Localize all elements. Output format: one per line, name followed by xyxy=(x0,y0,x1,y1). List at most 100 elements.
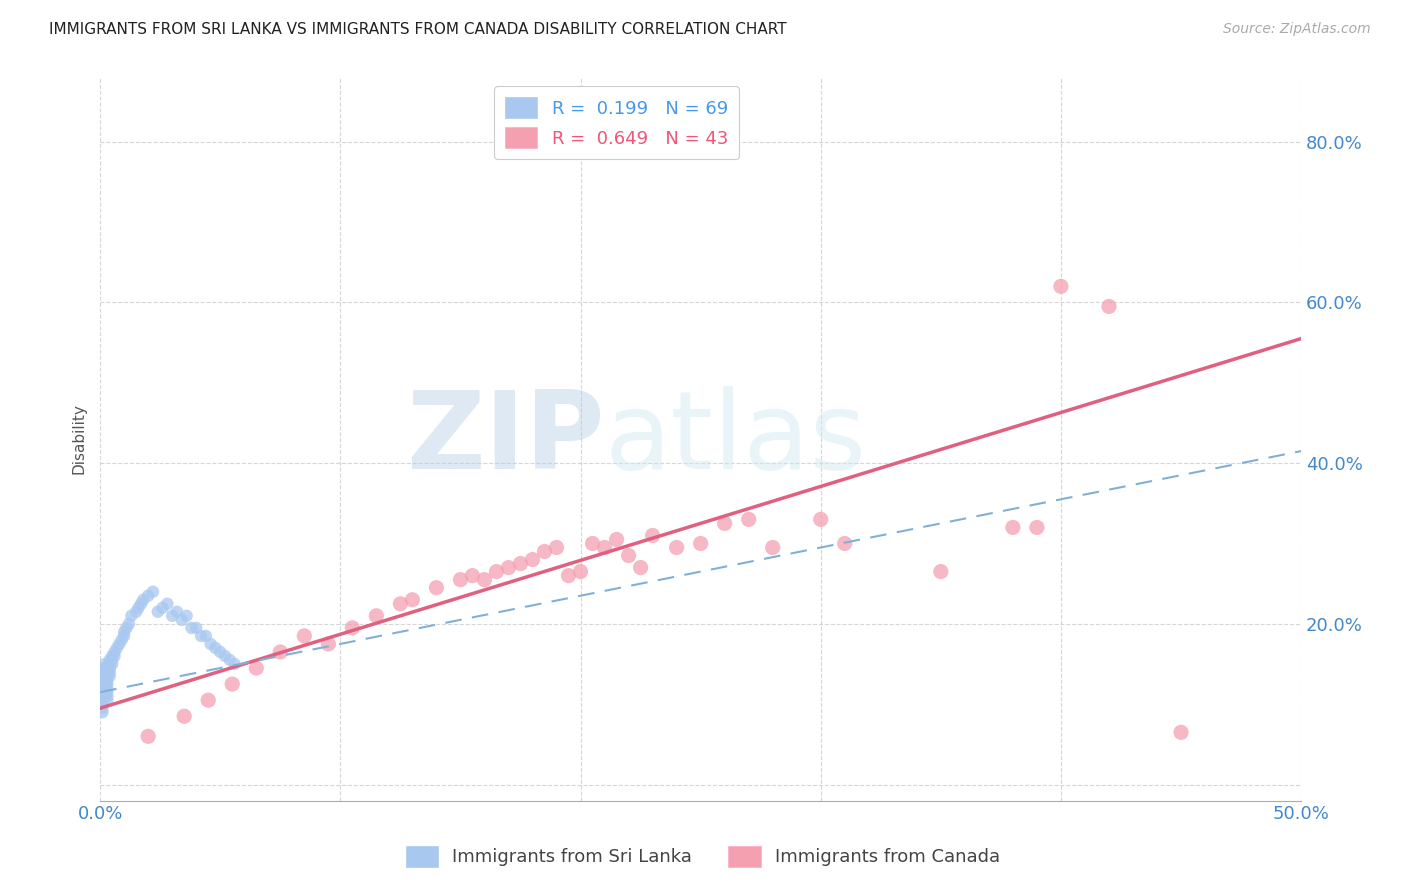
Point xyxy=(94,689,117,703)
Point xyxy=(118,616,141,631)
Point xyxy=(94,673,117,687)
Text: IMMIGRANTS FROM SRI LANKA VS IMMIGRANTS FROM CANADA DISABILITY CORRELATION CHART: IMMIGRANTS FROM SRI LANKA VS IMMIGRANTS … xyxy=(49,22,787,37)
Point xyxy=(1050,279,1073,293)
Point xyxy=(112,629,135,643)
Point xyxy=(132,592,155,607)
Point xyxy=(641,528,664,542)
Point xyxy=(606,533,628,547)
Point xyxy=(194,629,217,643)
Point xyxy=(209,645,232,659)
Point xyxy=(125,605,148,619)
Point xyxy=(401,592,423,607)
Point xyxy=(342,621,364,635)
Point xyxy=(197,693,219,707)
Point xyxy=(128,600,150,615)
Point xyxy=(91,701,114,715)
Point xyxy=(91,681,114,695)
Point xyxy=(1170,725,1192,739)
Point xyxy=(94,669,117,683)
Point xyxy=(425,581,447,595)
Point xyxy=(91,677,114,691)
Point xyxy=(91,673,114,687)
Point xyxy=(318,637,340,651)
Point xyxy=(224,657,246,671)
Point xyxy=(94,657,117,671)
Point xyxy=(713,516,735,531)
Point xyxy=(146,605,169,619)
Point xyxy=(762,541,785,555)
Point xyxy=(485,565,508,579)
Point xyxy=(98,669,121,683)
Point xyxy=(136,729,159,743)
Point xyxy=(389,597,412,611)
Point xyxy=(96,689,118,703)
Point xyxy=(366,608,388,623)
Point xyxy=(166,605,188,619)
Point xyxy=(98,661,121,675)
Point xyxy=(929,565,952,579)
Point xyxy=(810,512,832,526)
Point xyxy=(1098,300,1121,314)
Point xyxy=(689,536,711,550)
Point xyxy=(180,621,202,635)
Point xyxy=(546,541,568,555)
Point xyxy=(103,645,125,659)
Point xyxy=(91,689,114,703)
Point xyxy=(186,621,208,635)
Legend: Immigrants from Sri Lanka, Immigrants from Canada: Immigrants from Sri Lanka, Immigrants fr… xyxy=(398,838,1008,874)
Point xyxy=(91,669,114,683)
Point xyxy=(101,653,124,667)
Point xyxy=(129,597,152,611)
Point xyxy=(474,573,496,587)
Y-axis label: Disability: Disability xyxy=(72,403,86,475)
Point xyxy=(111,632,134,647)
Point xyxy=(142,584,165,599)
Point xyxy=(94,661,117,675)
Point xyxy=(91,693,114,707)
Point xyxy=(120,608,142,623)
Point xyxy=(292,629,315,643)
Point xyxy=(96,685,118,699)
Point xyxy=(533,544,555,558)
Point xyxy=(96,693,118,707)
Point xyxy=(112,624,135,639)
Point xyxy=(96,669,118,683)
Point xyxy=(91,685,114,699)
Point xyxy=(509,557,531,571)
Point xyxy=(105,640,128,655)
Point xyxy=(269,645,291,659)
Point xyxy=(96,681,118,695)
Text: atlas: atlas xyxy=(605,386,866,492)
Point xyxy=(665,541,688,555)
Point xyxy=(101,648,124,663)
Point xyxy=(593,541,616,555)
Point xyxy=(136,589,159,603)
Point xyxy=(103,648,125,663)
Point xyxy=(218,653,240,667)
Point xyxy=(156,597,179,611)
Point xyxy=(160,608,183,623)
Text: ZIP: ZIP xyxy=(406,386,605,492)
Point xyxy=(94,685,117,699)
Point xyxy=(94,677,117,691)
Point xyxy=(94,681,117,695)
Point xyxy=(581,536,603,550)
Point xyxy=(96,673,118,687)
Point xyxy=(115,621,138,635)
Point xyxy=(245,661,267,675)
Point xyxy=(173,709,195,723)
Point xyxy=(630,560,652,574)
Point xyxy=(522,552,544,566)
Text: Source: ZipAtlas.com: Source: ZipAtlas.com xyxy=(1223,22,1371,37)
Point xyxy=(98,657,121,671)
Point xyxy=(98,653,121,667)
Point xyxy=(170,613,193,627)
Point xyxy=(834,536,856,550)
Point xyxy=(94,665,117,679)
Point xyxy=(449,573,471,587)
Point xyxy=(108,637,131,651)
Point xyxy=(221,677,243,691)
Point xyxy=(91,705,114,719)
Point xyxy=(200,637,222,651)
Point xyxy=(96,665,118,679)
